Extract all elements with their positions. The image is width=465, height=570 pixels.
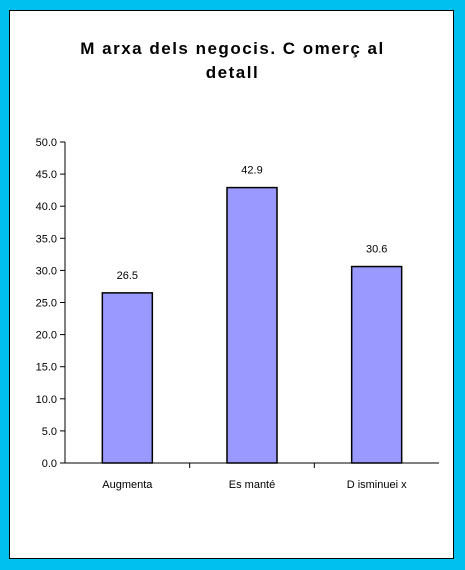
chart-title-line-1: M arxa dels negocis. C omerç al xyxy=(80,39,385,58)
chart-frame: M arxa dels negocis. C omerç al detall 0… xyxy=(9,10,454,559)
y-axis: 0.0 5.0 10.0 15.0 20.0 25.0 30.0 35.0 40.0 45.0 50… xyxy=(36,137,66,470)
y-tick-label: 10.0 xyxy=(36,394,57,406)
bar-value-label: 42.9 xyxy=(241,165,262,177)
chart-title-line-2: detall xyxy=(205,63,260,82)
bar-chart: 0.0 5.0 10.0 15.0 20.0 25.0 30.0 35.0 40.0 45.0 50… xyxy=(36,137,439,491)
y-tick-label: 35.0 xyxy=(36,233,57,245)
x-axis: Augmenta Es manté D isminuei x xyxy=(65,462,439,491)
bar-2 xyxy=(226,186,278,464)
y-tick-label: 45.0 xyxy=(36,169,57,181)
bar-value-label: 30.6 xyxy=(366,244,387,256)
y-tick-label: 15.0 xyxy=(36,362,57,374)
bar-value-label: 26.5 xyxy=(117,270,138,282)
y-tick-label: 0.0 xyxy=(42,458,57,470)
bar-3 xyxy=(350,265,403,464)
y-tick-label: 5.0 xyxy=(42,426,57,438)
chart-title: M arxa dels negocis. C omerç al detall xyxy=(10,37,455,85)
y-tick-label: 20.0 xyxy=(36,330,57,342)
y-tick-label: 30.0 xyxy=(36,265,57,277)
x-tick-label: Augmenta xyxy=(102,479,153,491)
bars: 26.5 42.9 30.6 xyxy=(101,165,403,464)
bar-1 xyxy=(101,292,154,464)
y-tick-label: 50.0 xyxy=(36,137,57,149)
x-tick-label: D isminuei x xyxy=(347,479,407,491)
y-tick-label: 40.0 xyxy=(36,201,57,213)
y-tick-label: 25.0 xyxy=(36,298,57,310)
x-tick-label: Es manté xyxy=(229,479,275,491)
